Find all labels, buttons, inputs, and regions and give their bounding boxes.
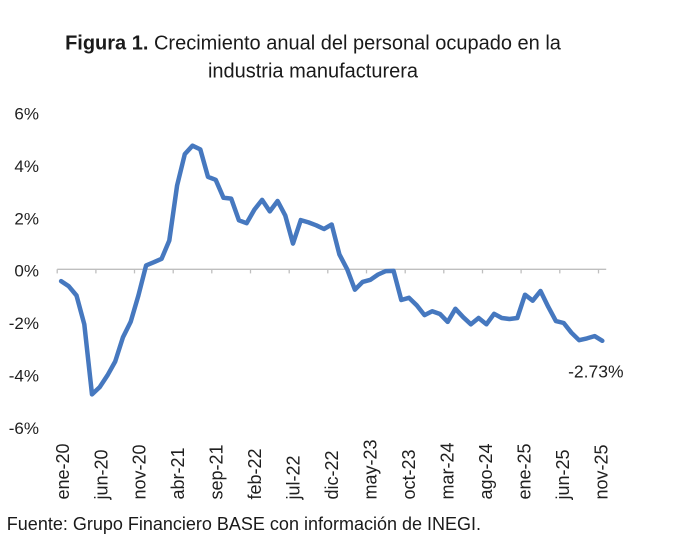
svg-text:ago-24: ago-24 [476, 443, 496, 499]
svg-text:jun-25: jun-25 [553, 449, 573, 500]
svg-text:4%: 4% [14, 157, 39, 176]
svg-text:-2%: -2% [9, 314, 39, 333]
svg-text:jun-20: jun-20 [91, 449, 111, 500]
svg-text:Figura 1. Crecimiento anual de: Figura 1. Crecimiento anual del personal… [65, 33, 562, 55]
svg-text:nov-25: nov-25 [591, 444, 611, 499]
svg-text:6%: 6% [14, 105, 39, 124]
svg-text:Fuente: Grupo Financiero BASE: Fuente: Grupo Financiero BASE con inform… [7, 514, 481, 534]
svg-text:feb-22: feb-22 [245, 448, 265, 499]
svg-text:nov-20: nov-20 [130, 444, 150, 499]
svg-text:dic-22: dic-22 [322, 450, 342, 499]
svg-text:0%: 0% [14, 262, 39, 281]
svg-text:abr-21: abr-21 [168, 447, 188, 499]
svg-text:ene-20: ene-20 [53, 443, 73, 499]
svg-text:ene-25: ene-25 [514, 443, 534, 499]
svg-text:-2.73%: -2.73% [568, 362, 623, 382]
svg-text:2%: 2% [14, 209, 39, 228]
svg-text:jul-22: jul-22 [284, 455, 304, 500]
svg-text:-6%: -6% [9, 419, 39, 438]
svg-text:may-23: may-23 [361, 439, 381, 499]
svg-text:sep-21: sep-21 [207, 444, 227, 499]
svg-text:mar-24: mar-24 [438, 442, 458, 499]
svg-text:oct-23: oct-23 [399, 449, 419, 499]
svg-text:industria manufacturera: industria manufacturera [208, 61, 419, 83]
svg-text:-4%: -4% [9, 366, 39, 385]
